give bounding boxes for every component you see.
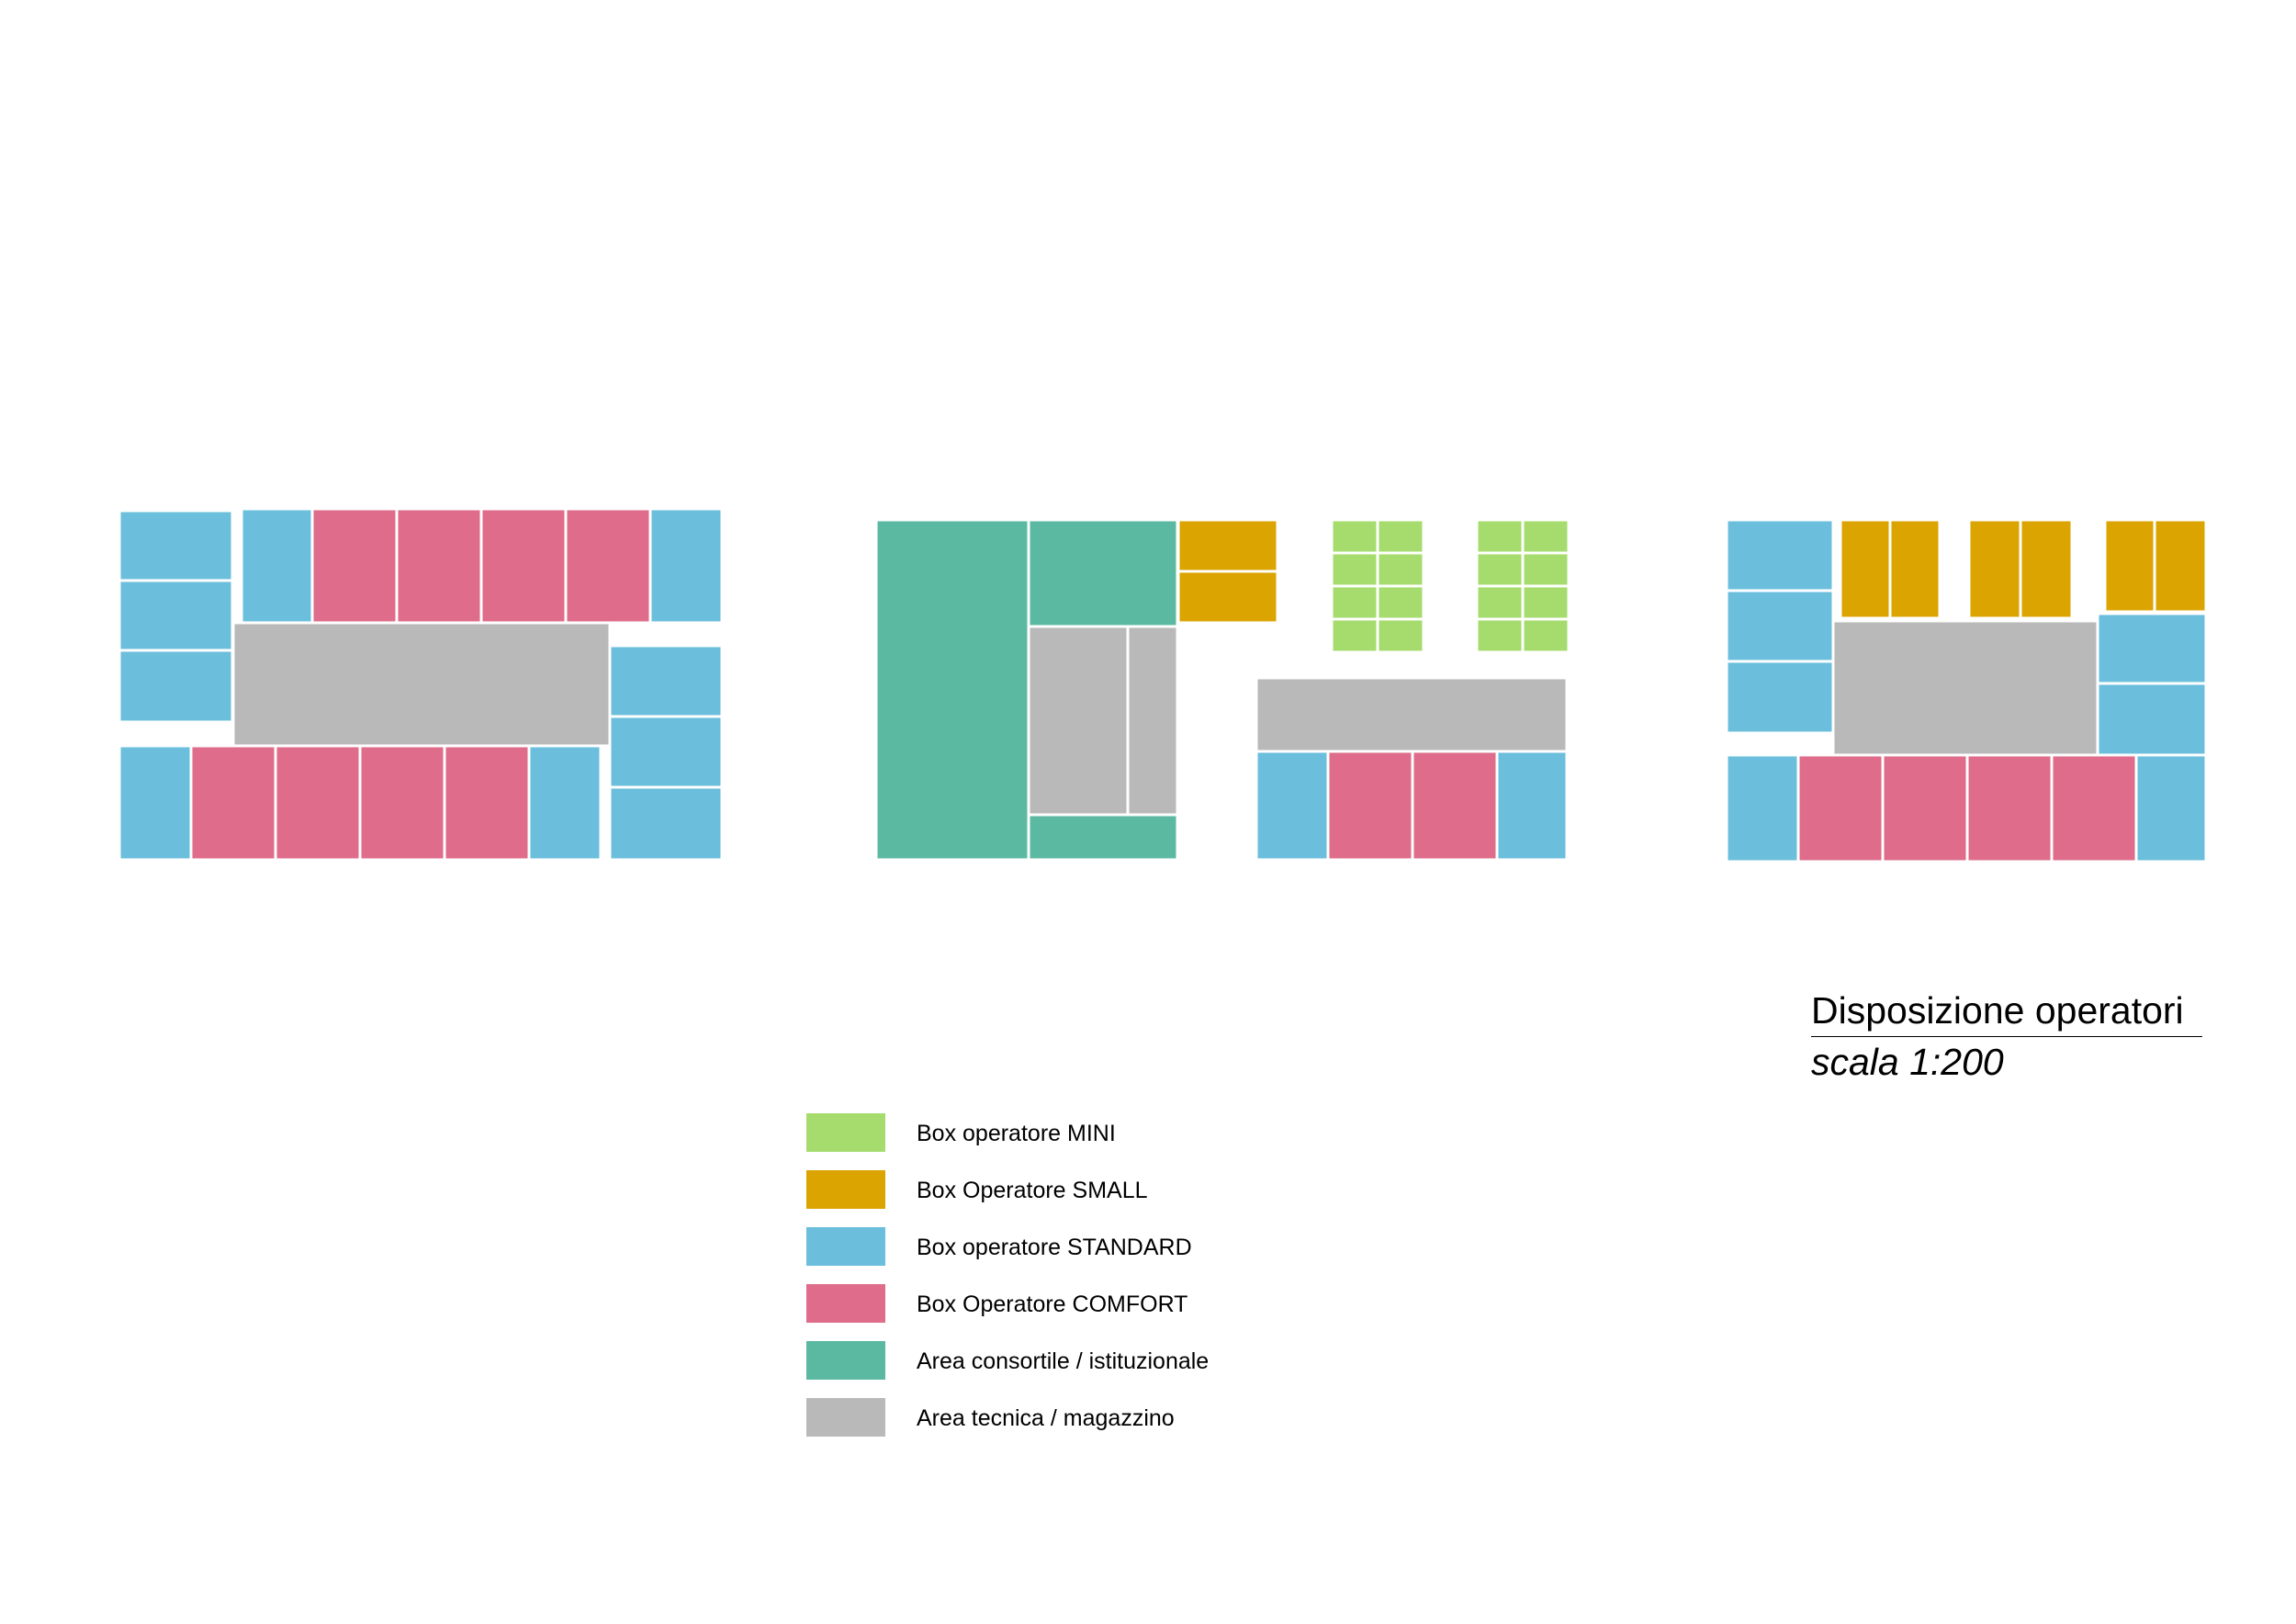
box-comfort xyxy=(1326,750,1414,862)
box-standard xyxy=(608,785,724,862)
box-comfort xyxy=(1411,750,1499,862)
legend-item-mini: Box operatore MINI xyxy=(806,1113,1357,1154)
legend-swatch-comfort xyxy=(806,1284,885,1323)
box-comfort xyxy=(479,507,568,625)
box-mini xyxy=(1330,617,1379,654)
legend-item-tecnica: Area tecnica / magazzino xyxy=(806,1398,1357,1438)
legend-swatch-small xyxy=(806,1170,885,1209)
mini-cluster xyxy=(1475,518,1570,654)
box-comfort xyxy=(1965,753,2054,863)
box-comfort xyxy=(2050,753,2138,863)
box-mini xyxy=(1521,551,1570,588)
box-mini xyxy=(1376,617,1425,654)
legend-item-comfort: Box Operatore COMFORT xyxy=(806,1284,1357,1325)
legend-label-standard: Box operatore STANDARD xyxy=(917,1235,1192,1260)
box-small xyxy=(2153,518,2208,614)
title-divider xyxy=(1811,1036,2202,1037)
plan-right xyxy=(1725,518,2208,863)
box-standard xyxy=(240,507,314,625)
box-mini xyxy=(1475,584,1525,621)
box-mini xyxy=(1376,551,1425,588)
box-comfort xyxy=(395,507,483,625)
title-block: Disposizione operatori scala 1:200 xyxy=(1811,985,2202,1087)
box-mini xyxy=(1330,551,1379,588)
box-standard xyxy=(1725,518,1835,592)
box-comfort xyxy=(443,744,531,862)
mini-cluster xyxy=(1330,518,1425,654)
box-mini xyxy=(1376,584,1425,621)
legend-swatch-mini xyxy=(806,1113,885,1152)
legend-item-standard: Box operatore STANDARD xyxy=(806,1227,1357,1268)
box-standard xyxy=(1495,750,1569,862)
box-small xyxy=(2103,518,2156,614)
legend-swatch-consortile xyxy=(806,1341,885,1380)
scale-label: scala 1:200 xyxy=(1811,1041,2004,1083)
box-comfort xyxy=(564,507,652,625)
box-standard xyxy=(2096,612,2208,685)
box-comfort xyxy=(1796,753,1885,863)
box-mini xyxy=(1330,518,1379,555)
box-comfort xyxy=(358,744,446,862)
area-tecnica xyxy=(231,621,612,748)
area-consortile xyxy=(1027,813,1179,862)
box-comfort xyxy=(274,744,362,862)
box-mini xyxy=(1475,518,1525,555)
legend-label-tecnica: Area tecnica / magazzino xyxy=(917,1405,1175,1431)
plan-left xyxy=(118,507,724,862)
box-small xyxy=(2019,518,2074,620)
box-standard xyxy=(527,744,602,862)
box-comfort xyxy=(310,507,399,625)
box-mini xyxy=(1330,584,1379,621)
box-standard xyxy=(1725,753,1800,863)
area-tecnica xyxy=(1027,625,1130,817)
box-standard xyxy=(1725,589,1835,663)
box-small xyxy=(1967,518,2022,620)
legend-label-consortile: Area consortile / istituzionale xyxy=(917,1348,1210,1374)
box-mini xyxy=(1475,617,1525,654)
legend-item-consortile: Area consortile / istituzionale xyxy=(806,1341,1357,1382)
area-consortile xyxy=(874,518,1030,862)
box-standard xyxy=(1725,660,1835,735)
page-title: Disposizione operatori xyxy=(1811,989,2184,1032)
box-standard xyxy=(608,715,724,789)
box-small xyxy=(1839,518,1892,620)
area-tecnica xyxy=(1126,625,1179,817)
box-standard xyxy=(118,509,234,582)
box-comfort xyxy=(189,744,277,862)
legend-label-small: Box Operatore SMALL xyxy=(917,1178,1148,1203)
box-standard xyxy=(648,507,724,625)
plan-middle xyxy=(874,518,1570,862)
box-comfort xyxy=(1881,753,1969,863)
box-standard xyxy=(118,744,193,862)
box-standard xyxy=(118,648,234,724)
box-small xyxy=(1176,570,1279,625)
box-mini xyxy=(1521,518,1570,555)
box-mini xyxy=(1521,617,1570,654)
legend-swatch-standard xyxy=(806,1227,885,1266)
box-standard xyxy=(608,644,724,718)
box-standard xyxy=(1255,750,1330,862)
box-mini xyxy=(1376,518,1425,555)
box-mini xyxy=(1475,551,1525,588)
box-small xyxy=(1176,518,1279,573)
area-tecnica xyxy=(1255,676,1569,753)
area-consortile xyxy=(1027,518,1179,628)
box-mini xyxy=(1521,584,1570,621)
legend-swatch-tecnica xyxy=(806,1398,885,1437)
legend-label-mini: Box operatore MINI xyxy=(917,1121,1116,1146)
box-standard xyxy=(2096,682,2208,757)
legend-label-comfort: Box Operatore COMFORT xyxy=(917,1291,1188,1317)
area-tecnica xyxy=(1831,619,2099,757)
legend-item-small: Box Operatore SMALL xyxy=(806,1170,1357,1211)
box-small xyxy=(1888,518,1941,620)
box-standard xyxy=(118,579,234,652)
box-standard xyxy=(2134,753,2208,863)
